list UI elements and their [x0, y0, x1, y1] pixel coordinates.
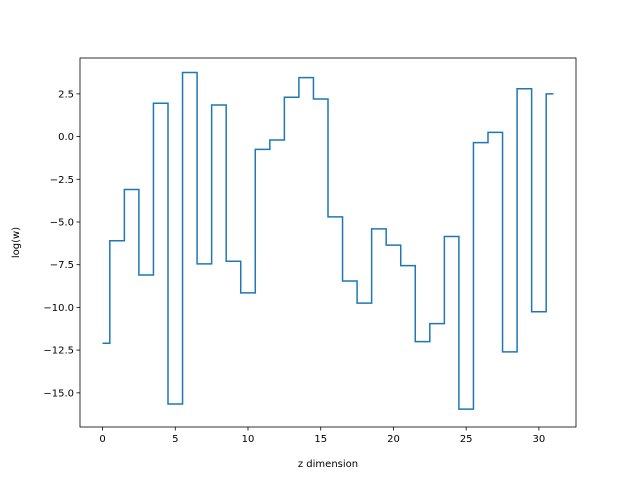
x-axis-ticks: 0 5 10 15 20 25 30: [99, 427, 545, 445]
x-tick-label: 5: [172, 434, 178, 445]
y-tick-label: −10.0: [43, 303, 74, 314]
x-tick-label: 20: [387, 434, 400, 445]
x-axis-label: z dimension: [298, 459, 358, 470]
x-tick-label: 15: [314, 434, 327, 445]
x-tick-label: 10: [242, 434, 255, 445]
y-tick-label: −2.5: [50, 175, 74, 186]
plot-series: [102, 71, 554, 410]
y-tick-label: 0.0: [58, 132, 74, 143]
x-tick-label: 0: [99, 434, 105, 445]
y-axis-label: log(w): [11, 227, 22, 258]
y-tick-label: −15.0: [43, 388, 74, 399]
axes-frame: [79, 57, 577, 428]
y-tick-label: 2.5: [58, 89, 74, 100]
x-tick-label: 30: [533, 434, 546, 445]
y-axis-ticks: −15.0 −12.5 −10.0 −7.5 −5.0 −2.5 0.0 2.5: [43, 89, 80, 399]
y-tick-label: −5.0: [50, 218, 74, 229]
series-step-line: [102, 71, 554, 410]
y-tick-label: −7.5: [50, 260, 74, 271]
x-tick-label: 25: [460, 434, 473, 445]
y-tick-label: −12.5: [43, 346, 74, 357]
